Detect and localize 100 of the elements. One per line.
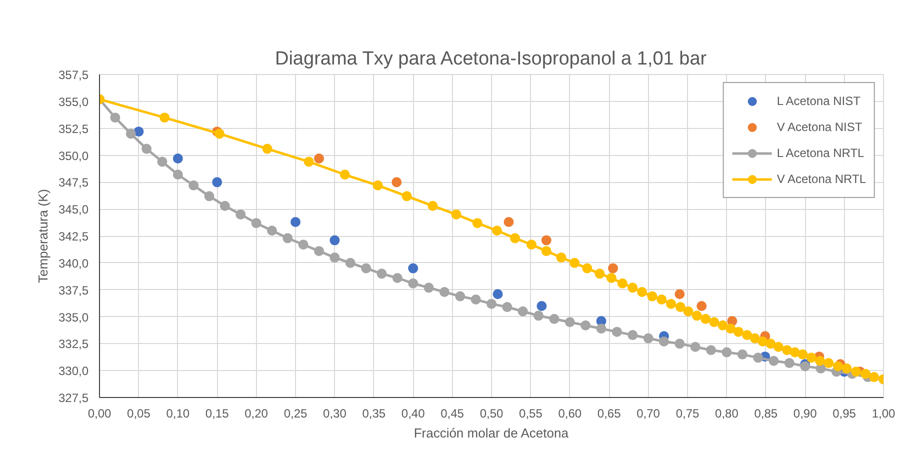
point: [402, 191, 412, 202]
point: [541, 246, 552, 256]
x-tick-label: 1,00: [872, 406, 896, 420]
point: [773, 342, 784, 352]
point: [172, 170, 183, 180]
chart-title: Diagrama Txy para Acetona-Isopropanol a 1,01 bar: [274, 48, 708, 70]
point: [330, 235, 340, 246]
x-tick-label: 0,30: [323, 406, 347, 420]
point: [212, 177, 222, 188]
y-tick-label: 342,5: [58, 230, 89, 244]
x-tick-label: 0,25: [284, 406, 308, 420]
point: [675, 302, 686, 312]
point: [290, 217, 300, 227]
x-tick-label: 0,40: [401, 406, 426, 420]
point: [706, 345, 716, 356]
point: [534, 310, 544, 321]
point: [806, 352, 816, 363]
point: [750, 333, 760, 344]
y-tick-label: 350,0: [58, 148, 89, 163]
x-tick-label: 0,75: [676, 406, 700, 420]
point: [851, 366, 862, 377]
point: [518, 306, 528, 316]
legend-label: L Acetona NIST: [776, 94, 860, 108]
y-tick-label: 337,5: [58, 283, 89, 298]
x-tick-label: 0,60: [558, 406, 582, 420]
point: [798, 349, 808, 360]
point: [683, 306, 694, 316]
x-tick-label: 0,35: [362, 406, 386, 420]
x-tick-label: 0,80: [715, 406, 739, 420]
y-tick-label: 345,0: [58, 202, 89, 217]
y-tick-label: 332,5: [58, 337, 89, 352]
x-tick-label: 0,15: [205, 406, 230, 420]
point: [492, 289, 503, 300]
point: [582, 263, 592, 274]
point: [486, 298, 496, 309]
x-tick-label: 0,70: [636, 406, 660, 420]
point: [742, 330, 752, 340]
point: [647, 291, 658, 302]
point: [451, 209, 462, 220]
x-tick-label: 0,10: [166, 406, 190, 420]
point: [733, 326, 744, 337]
point: [549, 314, 560, 324]
point: [376, 268, 387, 279]
x-tick-label: 0,05: [127, 406, 151, 420]
x-tick-label: 0,20: [244, 406, 268, 420]
point: [134, 126, 144, 137]
point: [504, 217, 514, 227]
point: [392, 273, 402, 283]
point: [126, 128, 136, 139]
point: [492, 226, 502, 236]
point: [536, 300, 547, 311]
legend-label: V Acetona NIST: [776, 120, 862, 134]
point: [617, 278, 628, 288]
x-tick-label: 0,45: [440, 406, 464, 420]
x-tick-label: 0,00: [88, 406, 112, 420]
x-tick-label: 0,85: [754, 406, 778, 420]
x-tick-label: 0,55: [519, 406, 543, 420]
point: [172, 153, 183, 164]
point: [737, 349, 748, 360]
point: [758, 336, 768, 347]
point: [251, 218, 262, 228]
point: [674, 338, 685, 349]
point: [160, 112, 170, 123]
point: [298, 240, 308, 250]
point: [157, 156, 168, 167]
point: [722, 347, 732, 358]
point: [510, 233, 520, 244]
point: [282, 233, 293, 244]
point: [304, 156, 314, 167]
point: [330, 252, 340, 263]
point: [314, 153, 324, 164]
point: [606, 273, 616, 283]
point: [814, 356, 825, 366]
y-axis-title: Temperatura (K): [35, 189, 50, 283]
point: [556, 252, 566, 263]
point: [262, 144, 272, 154]
point: [666, 298, 676, 309]
point: [709, 317, 720, 328]
point: [628, 330, 638, 340]
y-tick-label: 327,5: [58, 391, 89, 405]
point: [674, 289, 685, 300]
y-tick-label: 357,5: [58, 68, 89, 82]
point: [392, 177, 402, 188]
point: [643, 333, 654, 344]
y-tick-label: 340,0: [58, 256, 89, 270]
point: [564, 317, 575, 328]
y-tick-label: 335,0: [58, 310, 89, 324]
point: [594, 268, 605, 279]
point: [340, 170, 350, 180]
point: [753, 352, 764, 363]
point: [628, 282, 638, 293]
point: [408, 278, 418, 288]
point: [570, 258, 580, 268]
point: [526, 240, 536, 250]
x-tick-label: 0,90: [793, 406, 818, 420]
y-tick-label: 330,0: [58, 364, 89, 378]
y-tick-label: 347,5: [58, 176, 89, 190]
point: [220, 200, 230, 211]
point: [782, 345, 792, 356]
point: [869, 372, 880, 382]
